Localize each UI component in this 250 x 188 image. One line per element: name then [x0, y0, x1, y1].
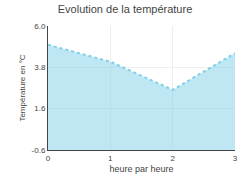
svg-text:6.0: 6.0 [34, 22, 46, 31]
svg-text:Evolution de la température: Evolution de la température [58, 3, 193, 15]
svg-text:1.6: 1.6 [34, 104, 46, 113]
svg-text:heure par heure: heure par heure [109, 164, 173, 174]
svg-text:Température en °C: Température en °C [18, 54, 27, 121]
svg-text:3.8: 3.8 [34, 63, 46, 72]
svg-text:2: 2 [170, 154, 175, 163]
svg-text:-0.6: -0.6 [32, 146, 46, 155]
svg-text:0: 0 [46, 154, 51, 163]
svg-text:1: 1 [108, 154, 113, 163]
svg-text:3: 3 [233, 154, 238, 163]
